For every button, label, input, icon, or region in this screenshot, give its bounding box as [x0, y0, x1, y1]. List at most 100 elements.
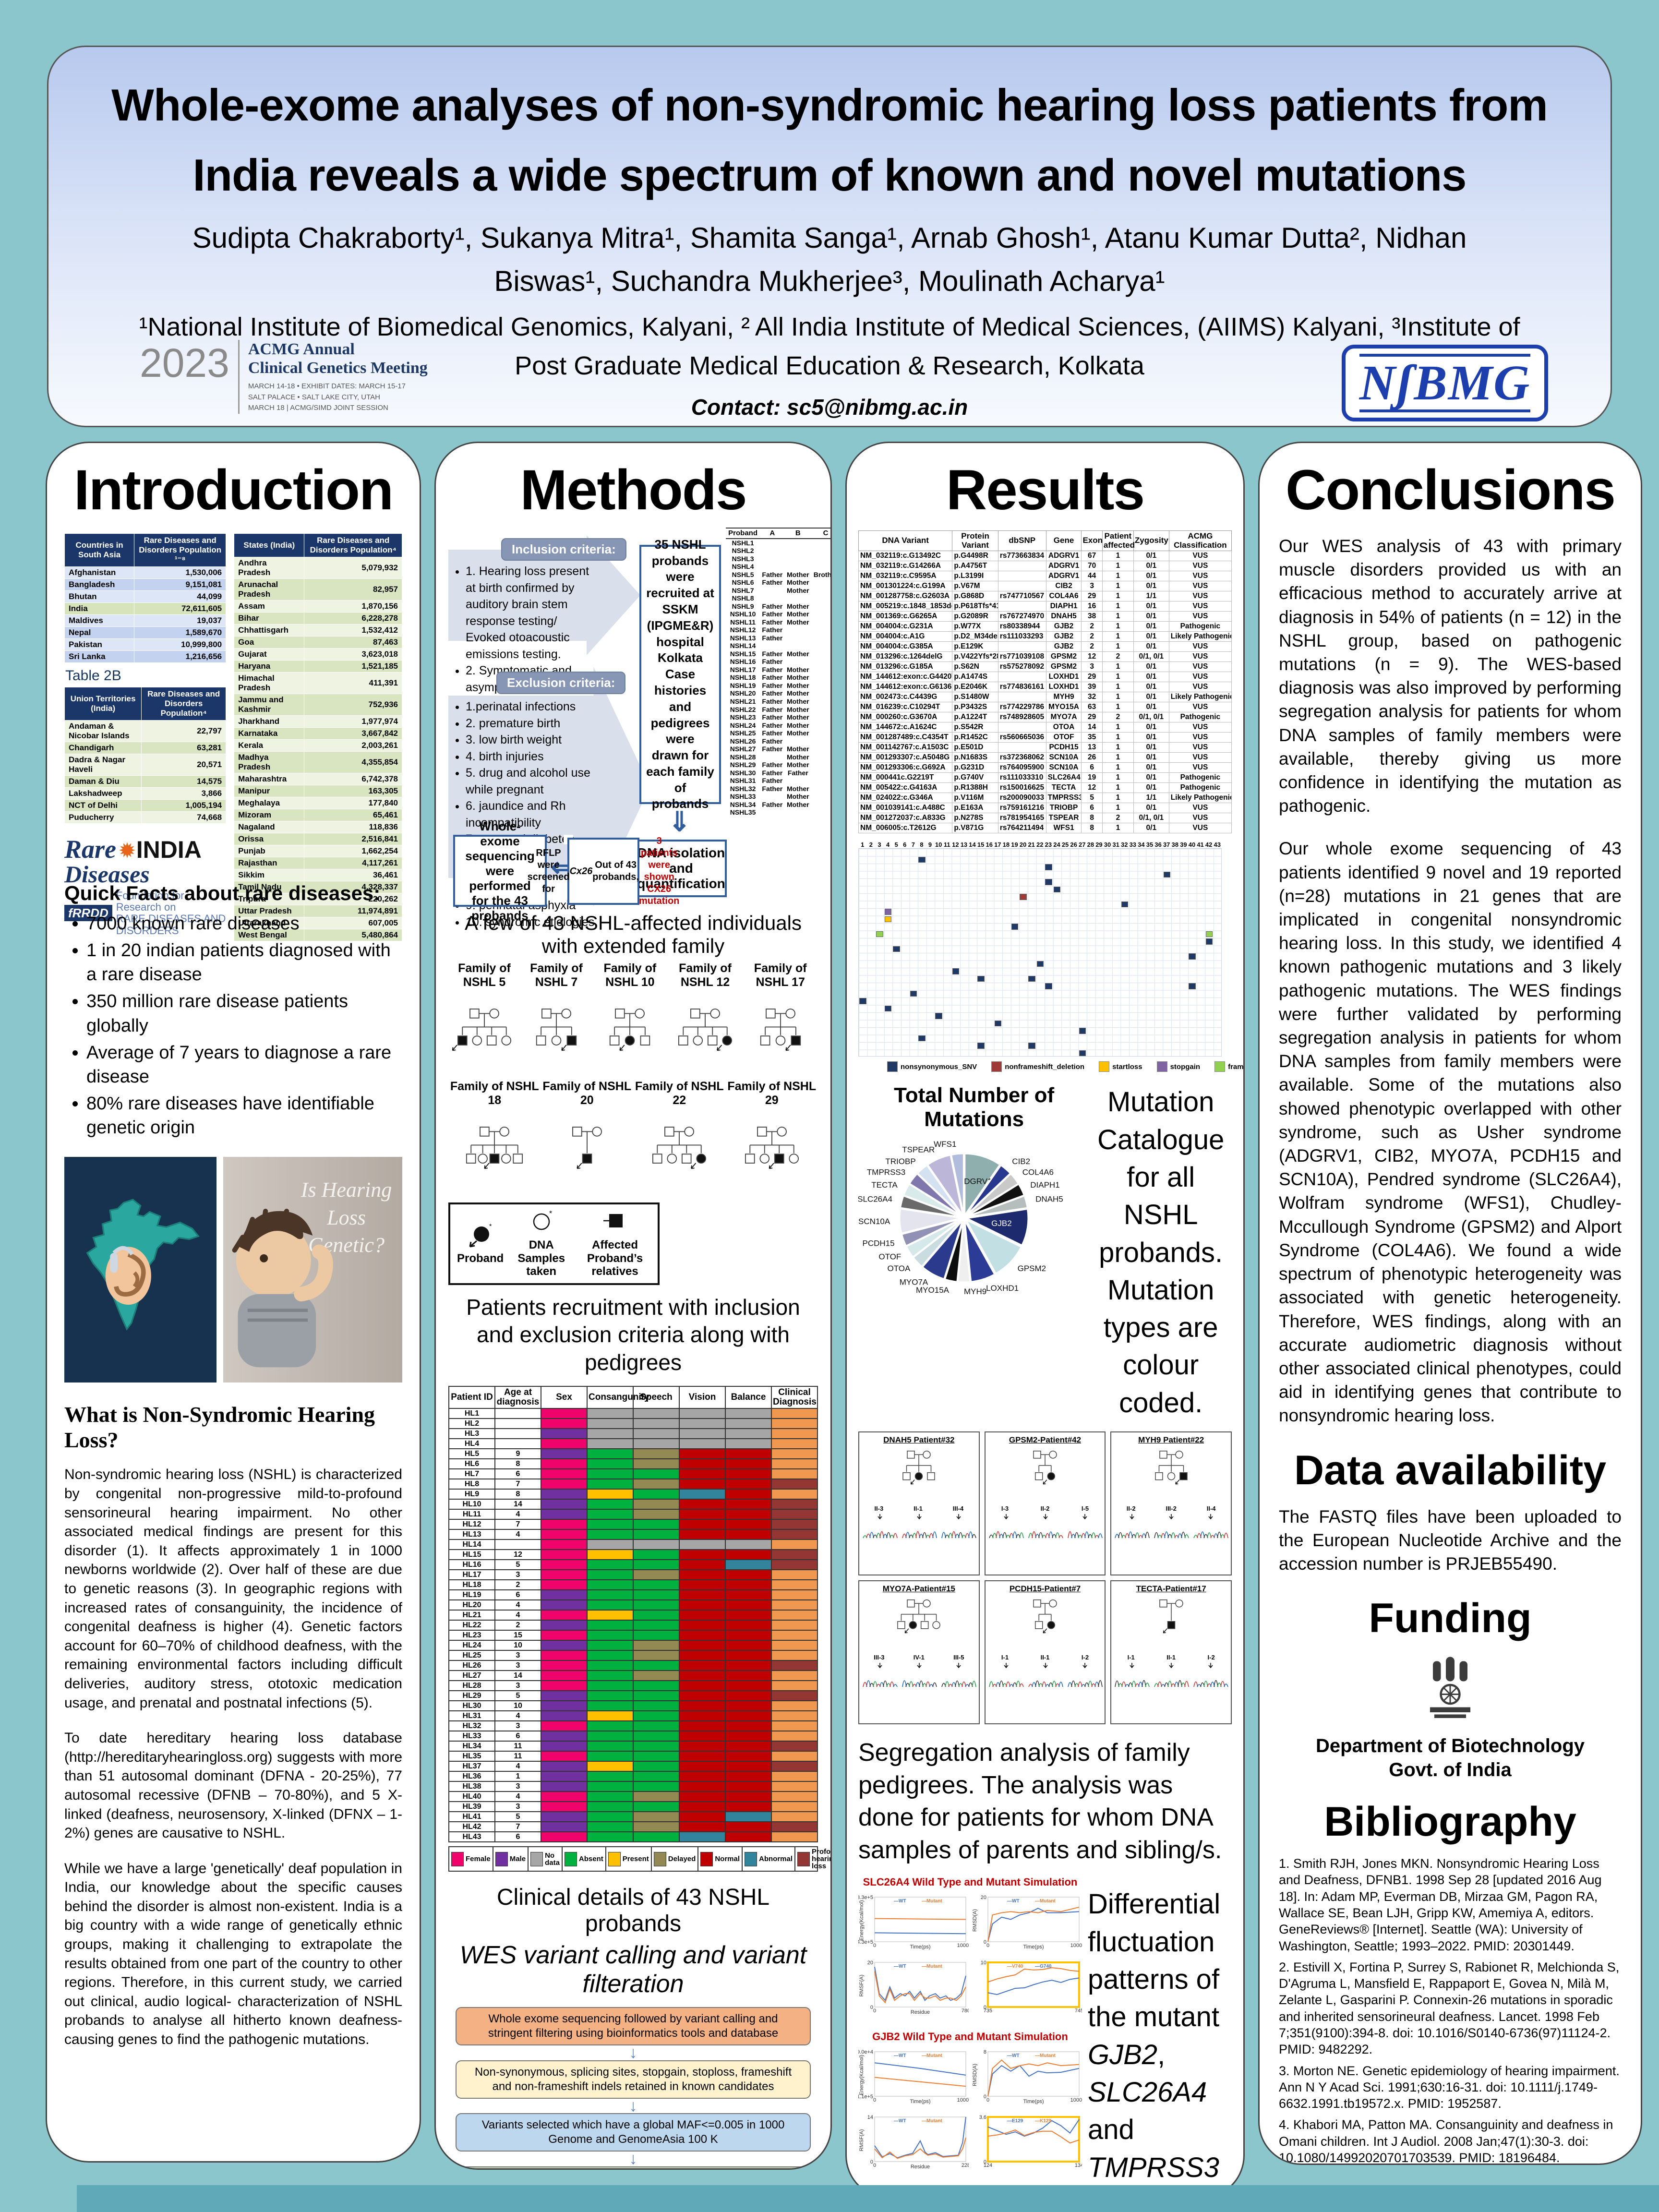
pie-slice-PCDH15 [901, 1218, 962, 1247]
table-2b-label: Table 2B [65, 668, 121, 684]
clinical-row: HL1 [448, 1408, 818, 1419]
svg-text:780: 780 [962, 2008, 969, 2014]
table-row: Kerala 2,003,261 [234, 739, 402, 752]
frdd-text2: RARE DISEASES AND DISORDERS [116, 913, 226, 937]
acmg-dates-3: MARCH 18 | ACMG/SIMD JOINT SESSION [248, 404, 388, 412]
table-row: NSHL30 Father Father [730, 769, 808, 777]
clinical-row: HL8 7 [448, 1479, 818, 1490]
series-E129 [987, 2119, 1080, 2137]
clinical-row: HL2 [448, 1418, 818, 1430]
svg-text:0: 0 [870, 2159, 873, 2165]
mutation-cell [884, 1005, 892, 1012]
table-row: Arunachal Pradesh 82,957 [234, 578, 402, 601]
rare-diseases-india-logo: Rare ✹ INDIA Diseases fRRDD Foundation f… [64, 836, 226, 937]
families-caption: A few of 43 NSHL-affected individuals wi… [465, 912, 802, 957]
svg-text:—Mutant: —Mutant [922, 2118, 942, 2124]
clinical-row: HL14 [448, 1539, 818, 1551]
pedigree-legend: * Proband * DNA Samples taken Affected P… [448, 1202, 660, 1285]
table-row: Nepal 1,589,670 [64, 626, 227, 639]
mutation-cell [859, 998, 866, 1004]
svg-text:—V740: —V740 [1007, 1964, 1023, 1969]
mutation-cell [1011, 924, 1019, 930]
family-pedigree: Family of NSHL 18 [448, 1080, 541, 1200]
column-header: C [811, 528, 830, 539]
table-row: Karnataka 3,667,842 [234, 727, 402, 740]
table-row: NSHL12 Father [730, 626, 783, 634]
series-Mutant [874, 1971, 966, 2004]
pedigree-row-1: Family of NSHL 5 Family of NSHL 7 Family o… [448, 962, 818, 1077]
svg-text:—Mutant: —Mutant [1035, 1899, 1056, 1904]
pie-label: TECTA [871, 1181, 898, 1190]
table-row: Chhattisgarh 1,532,412 [234, 624, 402, 637]
variant-row: NM_013296:c.1264delG p.V422Yfs*28 rs771039… [858, 651, 1232, 662]
pie-label: GPSM2 [1018, 1264, 1046, 1273]
pipeline-step-2: Non-synonymous, splicing sites, stopgain… [456, 2060, 811, 2099]
exclusion-criteria-label: Exclusion criteria: [496, 672, 626, 694]
legend-swatch [530, 1851, 543, 1866]
acmg-line1: ACMG Annual [248, 340, 355, 358]
variant-row: NM_001301224:c.G199A p.V67M CIB2 3 1 0/1 VUS [858, 581, 1232, 592]
table-row: NSHL20 Father Mother [730, 689, 809, 697]
segregation-panel: TECTA-Patient#17 I-1 II-1 I-2 [1110, 1580, 1232, 1725]
sim-title: SLC26A4 Wild Type and Mutant Simulation [863, 1876, 1078, 1888]
contact-email: Contact: sc5@nibmg.ac.in [691, 395, 968, 420]
what-is-heading: What is Non-Syndromic Hearing Loss? [64, 1402, 375, 1453]
table-row: Daman & Diu 14,575 [64, 775, 227, 788]
legend-item: Delayed [652, 1847, 699, 1871]
svg-text:RMSD(A): RMSD(A) [972, 2064, 978, 2086]
table-row: India 72,611,605 [64, 602, 227, 615]
table-row: Puducherry 74,668 [64, 811, 227, 824]
column-header: Rare Diseases and Disorders Population⁴ [304, 533, 402, 557]
funding-logo: Department of Biotechnology Govt. of Ind… [1279, 1650, 1622, 1782]
table-row: NSHL3 [732, 554, 754, 563]
variant-row: NM_001293306:c.G692A p.G231D rs764095900 SC… [858, 762, 1232, 773]
svg-text:Residue: Residue [911, 2164, 930, 2170]
dna-isolation-box: DNA isolation and quantification [636, 840, 727, 897]
table-row: NSHL21 Father Mother [730, 697, 809, 705]
hearing-aid-graphic [110, 1253, 118, 1273]
pie-slice-SCN10A [899, 1208, 962, 1235]
flow-arrow-down-1: ⇓ [668, 806, 691, 837]
variant-row: NM_144612:exon:c.G4420T p.A1474S LOXHD1 29 1… [858, 672, 1232, 683]
recruitment-box: 35 NSHL probands were recruited at SSKM … [639, 537, 721, 811]
clinical-row: HL24 10 [448, 1640, 818, 1651]
mutation-pie-chart: ADGRV1 CIB2 COL4A6 DIAPH1 DNAH5 GJB2 GPSM2 LOXH… [857, 1131, 1090, 1307]
mutation-cell [1121, 901, 1129, 908]
text-segment: Out of 43 probands, [592, 860, 639, 882]
legend-swatch [608, 1851, 621, 1866]
data-availability-heading: Data availability [1294, 1447, 1607, 1493]
frdd-text1: Foundation for Research on [116, 890, 184, 914]
clinical-row: HL12 7 [448, 1519, 818, 1530]
table-row: Maldives 19,037 [64, 614, 227, 627]
pie-slice-DNAH5 [966, 1195, 1029, 1218]
quick-facts: Quick Facts about rare diseases: 7000 kn… [64, 882, 402, 1140]
inclusion-criteria-label: Inclusion criteria: [501, 538, 626, 561]
reference-item: 3. Morton NE. Genetic epidemiology of he… [1279, 2063, 1620, 2111]
mutation-cell [893, 946, 900, 952]
svg-text:—WT: —WT [1007, 2053, 1020, 2058]
svg-text:—K129: —K129 [1035, 2118, 1051, 2124]
pedigree-row-2: Family of NSHL 18 Family of NSHL 20 Family… [448, 1080, 818, 1200]
mutation-pie-block: Total Number of Mutations ADGRV1 CIB2 COL4… [857, 1083, 1090, 1422]
clinical-row: HL21 4 [448, 1610, 818, 1621]
clinical-row: HL7 6 [448, 1468, 818, 1480]
segregation-panel: MYH9 Patient#22 II-2 III-2 II-4 [1110, 1431, 1232, 1576]
bullet-item: 6. jaundice and Rh incompatibility [466, 798, 596, 831]
table-row: NSHL15 Father Mother [730, 649, 809, 658]
bullet-item: 1.perinatal infections [466, 698, 596, 715]
family-pedigree: Family of NSHL 5 [448, 962, 520, 1077]
clinical-row: HL34 11 [448, 1741, 818, 1752]
recruitment-caption: Patients recruitment with inclusion and … [466, 1294, 800, 1375]
differential-text: Differential fluctuation patterns of the… [1088, 1886, 1237, 2197]
table-row: NSHL14 [730, 642, 756, 650]
clinical-row: HL19 6 [448, 1589, 818, 1601]
svg-text:228: 228 [962, 2163, 969, 2168]
table-row: Uttarakhand 607,005 [234, 917, 402, 929]
table-row: Sri Lanka 1,216,656 [64, 650, 227, 663]
svg-text:0: 0 [873, 2008, 876, 2014]
variant-row: NM_000441c.G2219T p.G740V rs111033310 SLC26… [858, 772, 1232, 783]
table-row: NSHL6 Father Mother [732, 578, 809, 587]
svg-text:—WT: —WT [1007, 1899, 1020, 1904]
table-row: Assam 1,870,156 [234, 600, 402, 613]
conclusions-column: Conclusions Our WES analysis of 43 with … [1258, 442, 1642, 2165]
